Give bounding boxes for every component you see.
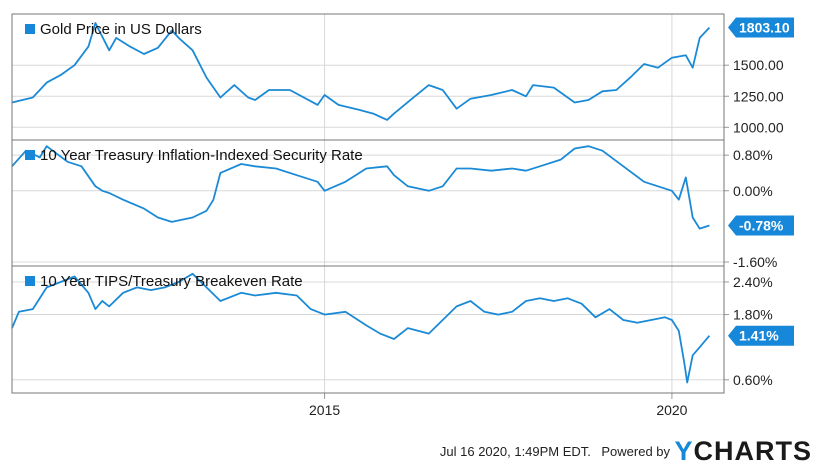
panel-2-legend-title: 10 Year Treasury Inflation-Indexed Secur… — [40, 147, 363, 164]
panel-1-last-value-label: 1803.10 — [739, 20, 790, 36]
ycharts-logo-rest: CHARTS — [693, 436, 812, 466]
panel-3-series-line — [11, 272, 711, 384]
panel-1-y-tick-label-2: 1500.00 — [733, 57, 784, 73]
panel-2-y-tick-label-1: 0.00% — [733, 183, 773, 199]
panel-3-last-value-label: 1.41% — [739, 328, 779, 344]
panel-2-legend-square — [25, 150, 35, 160]
footer-powered-by: Powered by — [601, 444, 671, 459]
panel-2-y-tick-label-2: -1.60% — [733, 254, 777, 270]
x-tick-label-2015: 2015 — [309, 402, 340, 418]
panel-2-series-line — [11, 145, 710, 230]
panel-1-y-tick-label-0: 1000.00 — [733, 119, 784, 135]
panel-3-y-tick-label-1: 1.80% — [733, 307, 773, 323]
panel-1-y-tick-label-1: 1250.00 — [733, 88, 784, 104]
ycharts-logo[interactable]: YCHARTS — [674, 436, 812, 466]
panel-1-legend-title: Gold Price in US Dollars — [40, 21, 202, 38]
panel-3-last-value-tag — [728, 325, 794, 346]
ycharts-logo-y: Y — [674, 436, 694, 466]
panel-2-last-value-tag — [728, 215, 794, 236]
panel-3-y-tick-label-0: 2.40% — [733, 274, 773, 290]
panel-1-last-value-tag — [728, 17, 794, 38]
panel-2-y-tick-label-0: 0.80% — [733, 147, 773, 163]
chart-footer: Jul 16 2020, 1:49PM EDT. Powered by YCHA… — [0, 436, 812, 470]
panel-1-legend-square — [25, 24, 35, 34]
x-tick-label-2020: 2020 — [656, 402, 687, 418]
panel-1-series-line — [11, 22, 711, 121]
panel-2-last-value-label: -0.78% — [739, 217, 784, 233]
panel-3-legend-title: 10 Year TIPS/Treasury Breakeven Rate — [40, 273, 303, 290]
panel-3-legend-square — [25, 276, 35, 286]
footer-timestamp: Jul 16 2020, 1:49PM EDT. — [439, 444, 591, 459]
panel-3-border — [11, 265, 725, 394]
panel-3-y-tick-label-2: 0.60% — [733, 372, 773, 388]
